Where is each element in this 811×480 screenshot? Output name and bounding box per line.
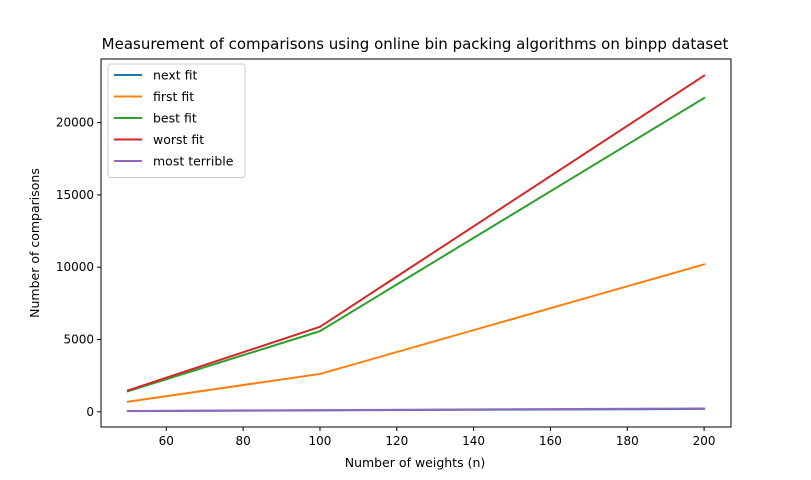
x-tick-label: 80: [235, 434, 250, 448]
legend-label-first-fit: first fit: [153, 89, 194, 104]
legend-label-best-fit: best fit: [153, 111, 197, 126]
x-tick-label: 180: [616, 434, 639, 448]
legend: next fit first fit best fit worst fit most t…: [107, 63, 246, 178]
y-tick-label: 20000: [56, 116, 94, 130]
x-tick-label: 100: [309, 434, 332, 448]
x-axis-label: Number of weights (n): [345, 455, 486, 470]
axes-frame: [100, 58, 732, 428]
series-line-most-terrible: [126, 407, 706, 412]
y-tick-label: 5000: [63, 333, 94, 347]
legend-label-worst-fit: worst fit: [153, 132, 204, 147]
legend-label-next-fit: next fit: [153, 68, 198, 83]
y-axis-label: Number of comparisons: [27, 168, 42, 318]
x-tick-label: 120: [385, 434, 408, 448]
series-line-first-fit: [126, 263, 706, 403]
legend-label-most-terrible: most terrible: [153, 154, 234, 169]
y-tick-label: 10000: [56, 260, 94, 274]
y-tick-label: 0: [86, 405, 94, 419]
plot-area: 60 80 100 120 140 160 180 200 0 5000 10000 15000 200…: [56, 58, 732, 448]
chart-title: Measurement of comparisons using online …: [102, 35, 729, 53]
x-tick-label: 140: [462, 434, 485, 448]
y-tick-label: 15000: [56, 188, 94, 202]
series-line-best-fit: [126, 96, 706, 393]
series-line-worst-fit: [126, 74, 706, 392]
legend-box: [107, 63, 246, 178]
x-tick-label: 200: [693, 434, 716, 448]
x-tick-label: 60: [159, 434, 174, 448]
x-tick-label: 160: [539, 434, 562, 448]
